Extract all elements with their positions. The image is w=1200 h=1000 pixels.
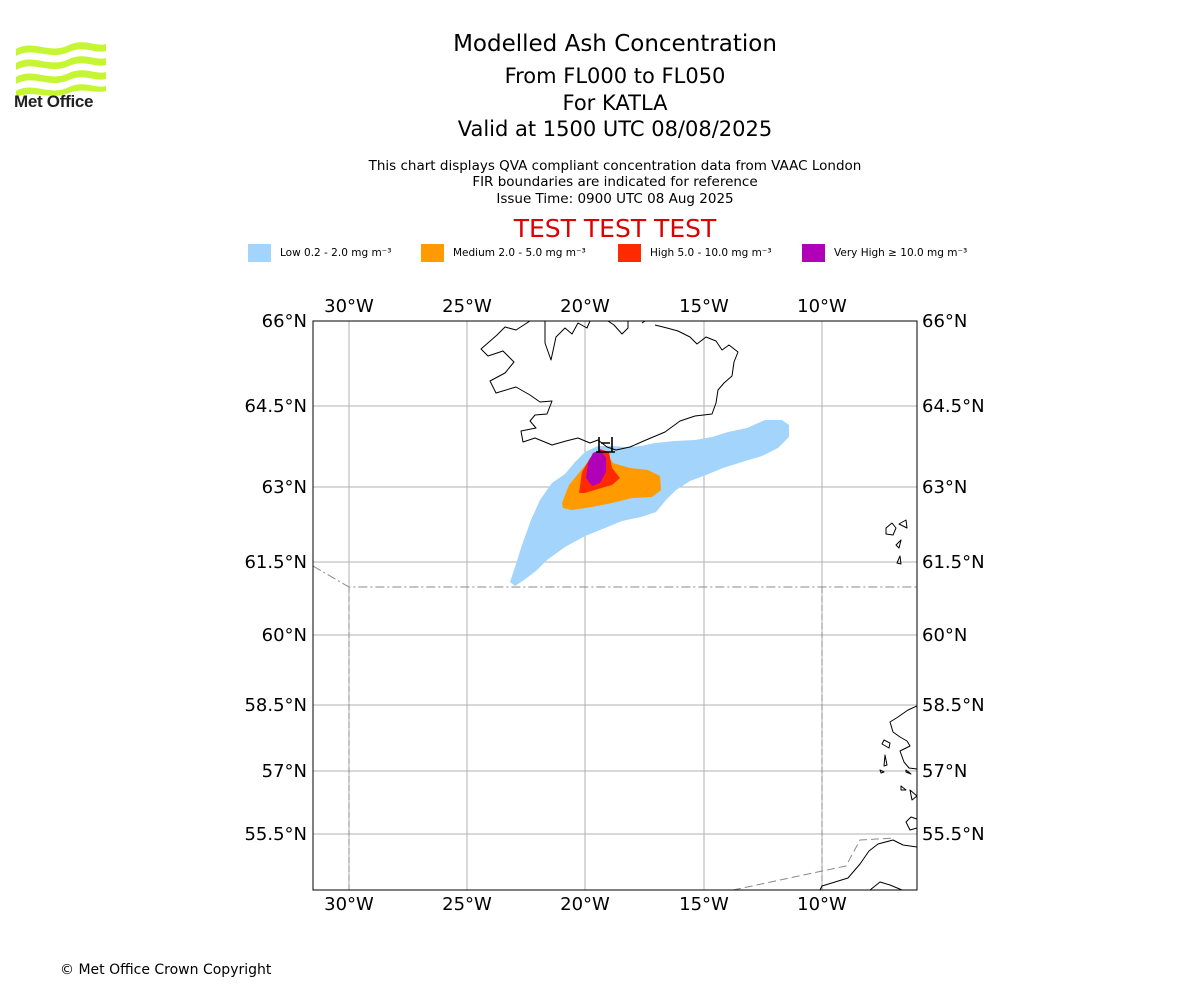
lon-tick-bottom: 30°W [324, 894, 374, 915]
lon-tick-top: 10°W [797, 296, 847, 317]
met-office-logo-icon [16, 42, 106, 97]
lon-tick-bottom: 25°W [442, 894, 492, 915]
lon-tick-top: 15°W [679, 296, 729, 317]
legend-label-high: High 5.0 - 10.0 mg m⁻³ [650, 247, 772, 259]
volcano-name: For KATLA [562, 91, 668, 115]
lon-tick-top: 25°W [442, 296, 492, 317]
lat-tick-left: 60°N [262, 625, 307, 646]
chart-title: Modelled Ash Concentration [453, 31, 777, 57]
ash-area-low [510, 420, 789, 586]
lat-tick-left: 57°N [262, 761, 307, 782]
legend-label-low: Low 0.2 - 2.0 mg m⁻³ [280, 247, 392, 259]
test-banner: TEST TEST TEST [513, 214, 717, 243]
issue-time: Issue Time: 0900 UTC 08 Aug 2025 [496, 191, 734, 207]
legend-swatch-medium [421, 244, 444, 262]
lat-tick-left: 66°N [262, 311, 307, 332]
level-range: From FL000 to FL050 [504, 64, 726, 88]
lon-tick-top: 20°W [560, 296, 610, 317]
lon-ticks-bottom: 30°W 25°W 20°W 15°W 10°W [324, 894, 847, 915]
legend-item-low: Low 0.2 - 2.0 mg m⁻³ [248, 244, 391, 262]
lon-tick-bottom: 20°W [560, 894, 610, 915]
logo-text: Met Office [14, 92, 94, 111]
lon-tick-bottom: 10°W [797, 894, 847, 915]
lat-tick-right: 55.5°N [922, 824, 985, 845]
fir-note: FIR boundaries are indicated for referen… [472, 174, 758, 190]
lat-ticks-left: 66°N 64.5°N 63°N 61.5°N 60°N 58.5°N 57°N… [244, 311, 307, 845]
ash-area-very-high [586, 450, 606, 486]
legend-item-very-high: Very High ≥ 10.0 mg m⁻³ [802, 244, 967, 262]
legend-label-very-high: Very High ≥ 10.0 mg m⁻³ [834, 247, 968, 259]
lat-tick-left: 64.5°N [244, 396, 307, 417]
copyright-notice: © Met Office Crown Copyright [60, 962, 272, 978]
legend-swatch-low [248, 244, 271, 262]
lat-tick-right: 57°N [922, 761, 967, 782]
graticule [313, 321, 917, 890]
lon-ticks-top: 30°W 25°W 20°W 15°W 10°W [324, 296, 847, 317]
legend-label-medium: Medium 2.0 - 5.0 mg m⁻³ [453, 247, 586, 259]
lat-tick-right: 66°N [922, 311, 967, 332]
coastline-iceland [480, 321, 739, 451]
lat-tick-left: 58.5°N [244, 695, 307, 716]
valid-time: Valid at 1500 UTC 08/08/2025 [457, 117, 773, 141]
lat-tick-right: 64.5°N [922, 396, 985, 417]
lon-tick-top: 30°W [324, 296, 374, 317]
lat-ticks-right: 66°N 64.5°N 63°N 61.5°N 60°N 58.5°N 57°N… [922, 311, 985, 845]
legend-swatch-very-high [802, 244, 825, 262]
volcano-marker-icon [596, 437, 615, 453]
fir-boundaries [313, 565, 917, 890]
lat-tick-right: 63°N [922, 477, 967, 498]
lat-tick-right: 60°N [922, 625, 967, 646]
lat-tick-left: 61.5°N [244, 552, 307, 573]
coastline-scotland [879, 705, 917, 831]
legend-item-medium: Medium 2.0 - 5.0 mg m⁻³ [421, 244, 586, 262]
coastline-ireland [819, 839, 917, 890]
lat-tick-right: 61.5°N [922, 552, 985, 573]
coastline-faroe [885, 519, 908, 565]
legend-item-high: High 5.0 - 10.0 mg m⁻³ [618, 244, 772, 262]
lat-tick-left: 55.5°N [244, 824, 307, 845]
lon-tick-bottom: 15°W [679, 894, 729, 915]
legend-swatch-high [618, 244, 641, 262]
lat-tick-right: 58.5°N [922, 695, 985, 716]
qva-note: This chart displays QVA compliant concen… [368, 158, 862, 174]
lat-tick-left: 63°N [262, 477, 307, 498]
coastlines [480, 321, 917, 890]
map-frame [312, 320, 918, 891]
